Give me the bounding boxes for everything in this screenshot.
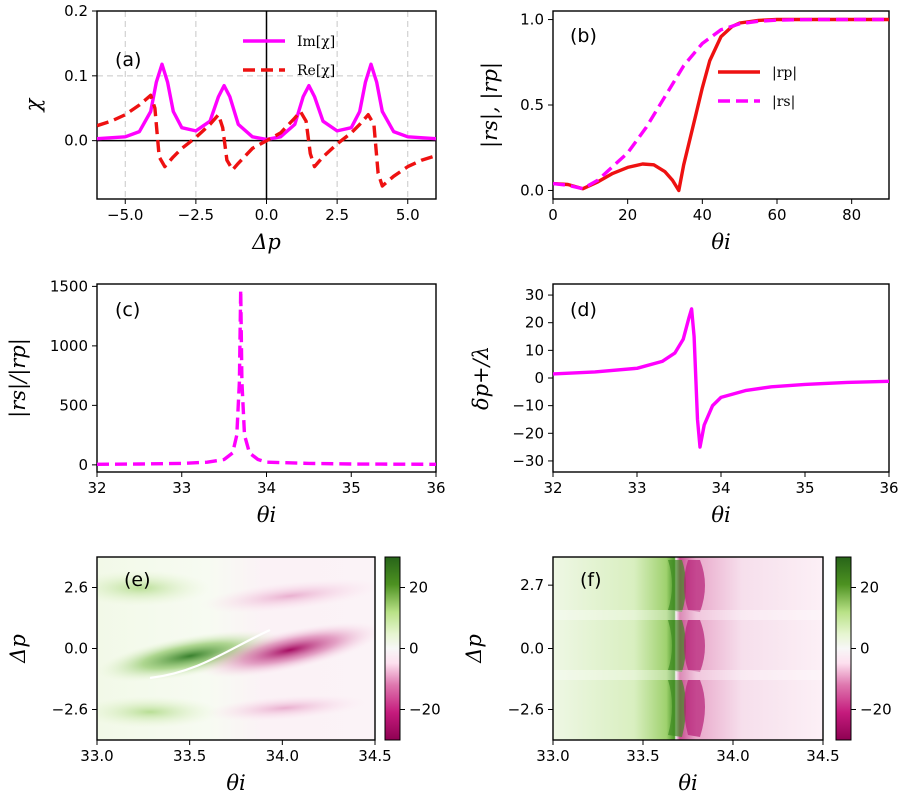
panel-d: 32 33 34 35 36 −30 −20 −10 0 10 20 30 (d) θi δp+/λ [469, 283, 899, 527]
x-tick-label: 60 [767, 206, 786, 224]
y-tick-label: 10 [525, 341, 544, 359]
x-tick-label: 34 [711, 479, 730, 497]
legend-entry: |rs| [772, 94, 795, 110]
x-tick-label: 32 [543, 479, 562, 497]
y-tick-label: 30 [525, 286, 544, 304]
colorbar-tick-label: 0 [860, 640, 870, 658]
x-tick-label: 0 [548, 206, 558, 224]
y-tick-label: 0.2 [64, 2, 88, 20]
panel-label: (b) [570, 25, 597, 47]
y-tick-label: 0 [534, 369, 544, 387]
y-tick-label: 1500 [50, 277, 88, 295]
y-axis-label: χ [21, 97, 45, 113]
x-tick-label: −2.5 [178, 206, 214, 224]
y-axis-label: |rs|, |rp| [478, 62, 503, 148]
x-tick-label: 33.0 [80, 747, 113, 765]
colorbar [835, 556, 852, 741]
y-tick-label: 2.7 [520, 576, 544, 594]
x-tick-label: 33.5 [626, 747, 659, 765]
y-tick-label: 0.0 [64, 132, 88, 150]
y-axis-label: Δp [6, 634, 30, 664]
y-tick-label: 0.1 [64, 67, 88, 85]
colorbar-tick-label: 20 [409, 579, 428, 597]
x-tick-label: 80 [842, 206, 861, 224]
y-tick-label: −10 [512, 397, 544, 415]
plot-frame [552, 283, 890, 473]
series-line-a-1 [97, 93, 436, 188]
colorbar [384, 556, 401, 741]
panel-label: (e) [124, 569, 151, 591]
legend-entry: Re[χ] [297, 63, 335, 79]
y-tick-label: −20 [512, 424, 544, 442]
x-axis-label: θi [678, 771, 697, 795]
colorbar-tick-label: 20 [860, 579, 879, 597]
x-axis-label: θi [711, 230, 730, 254]
x-tick-label: 34.0 [266, 747, 299, 765]
y-tick-label: 0 [78, 456, 88, 474]
y-tick-label: 1000 [50, 337, 88, 355]
series-line-c-0 [97, 288, 436, 466]
x-tick-label: 36 [879, 479, 898, 497]
x-tick-label: 0.0 [255, 206, 279, 224]
x-tick-label: 35 [795, 479, 814, 497]
x-axis-label: θi [711, 503, 730, 527]
x-axis-label: Δp [251, 230, 281, 254]
x-tick-label: 5.0 [396, 206, 420, 224]
plot-frame [96, 283, 437, 473]
x-tick-label: −5.0 [107, 206, 143, 224]
x-tick-label: 34.5 [358, 747, 391, 765]
x-tick-label: 34.0 [716, 747, 749, 765]
panel-c: 32 33 34 35 36 0 500 1000 1500 (c) θi |rs|/|rp| [6, 277, 446, 527]
y-tick-label: 0.5 [520, 96, 544, 114]
panel-label: (a) [115, 49, 141, 71]
colorbar-tick-label: −20 [860, 701, 892, 719]
x-tick-label: 34 [257, 479, 276, 497]
y-axis-label: δp+/λ [469, 346, 493, 410]
legend-entry: Im[χ] [297, 34, 335, 50]
x-axis-label: θi [257, 503, 276, 527]
legend-entry: |rp| [772, 65, 797, 81]
y-tick-label: 1.0 [520, 11, 544, 29]
series-line-b-0 [553, 17, 889, 193]
x-tick-label: 2.5 [325, 206, 349, 224]
x-tick-label: 33.5 [173, 747, 206, 765]
colorbar-tick-label: −20 [409, 701, 441, 719]
x-tick-label: 32 [87, 479, 106, 497]
heatmap-f-image [553, 557, 823, 740]
y-tick-label: −2.6 [52, 701, 88, 719]
y-axis-label: |rs|/|rp| [6, 338, 31, 418]
y-tick-label: −30 [512, 452, 544, 470]
panel-label: (c) [115, 299, 140, 321]
y-tick-label: 0.0 [520, 640, 544, 658]
y-axis-label: Δp [462, 634, 486, 664]
x-tick-label: 33 [627, 479, 646, 497]
panel-label: (d) [570, 299, 597, 321]
x-axis-label: θi [226, 771, 245, 795]
panel-f: 33.0 33.5 34.0 34.5 −2.6 0.0 2.7 (f) θi Δp −20 0 20 [462, 556, 892, 795]
colorbar-tick-label: 0 [409, 640, 419, 658]
panel-b: 0 20 40 60 80 0.0 0.5 1.0 (b) θi |rs|, |rp| |rp| |rs… [478, 10, 890, 254]
y-tick-label: 0.0 [64, 640, 88, 658]
y-tick-label: 0.0 [520, 181, 544, 199]
series-line-d-0 [553, 307, 889, 449]
panel-e: 33.0 33.5 34.0 34.5 −2.6 0.0 2.6 (e) θi Δp −20 0 20 [6, 556, 441, 795]
panel-a: −5.0 −2.5 0.0 2.5 5.0 0.0 0.1 0.2 (a) Δp χ Im[χ] Re[… [21, 2, 437, 254]
series-line-b-1 [553, 17, 889, 191]
y-tick-label: 2.6 [64, 579, 88, 597]
heatmap-e-image [97, 557, 375, 740]
x-tick-label: 35 [342, 479, 361, 497]
x-tick-label: 36 [426, 479, 445, 497]
x-tick-label: 33.0 [536, 747, 569, 765]
y-tick-label: −2.6 [508, 701, 544, 719]
panel-label: (f) [580, 569, 602, 591]
x-tick-label: 20 [618, 206, 637, 224]
x-tick-label: 33 [172, 479, 191, 497]
x-tick-label: 40 [693, 206, 712, 224]
x-tick-label: 34.5 [806, 747, 839, 765]
y-tick-label: 500 [59, 396, 88, 414]
y-tick-label: 20 [525, 314, 544, 332]
